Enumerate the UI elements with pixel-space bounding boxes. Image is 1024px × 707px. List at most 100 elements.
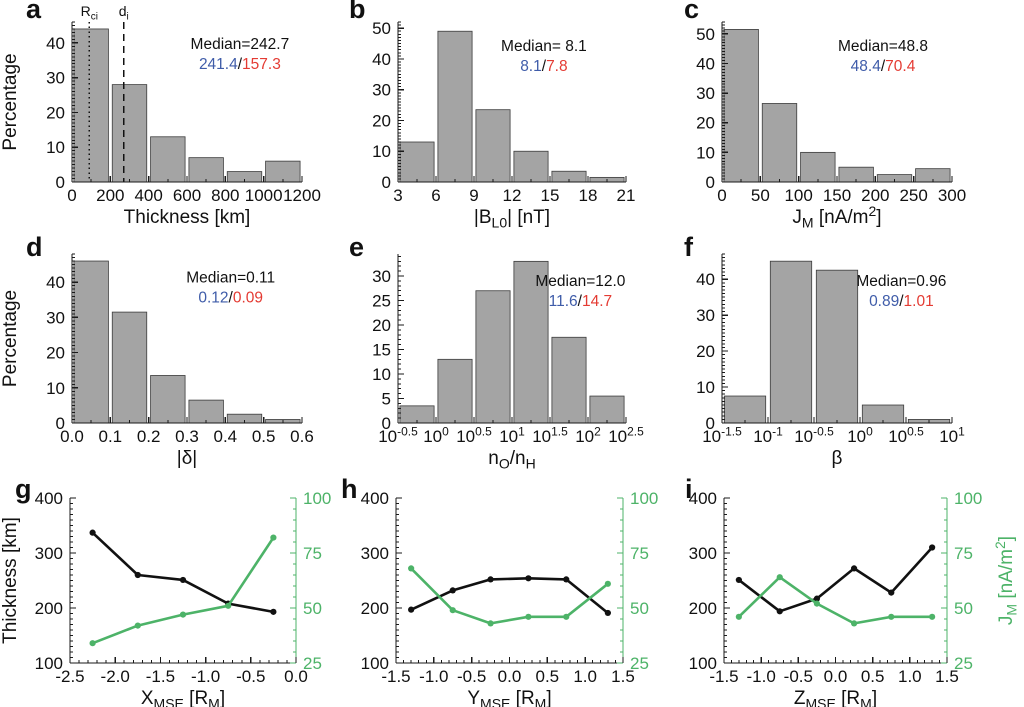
x-tick-label: 0.5 [861, 667, 885, 686]
y-tick-label-left: 100 [361, 654, 389, 673]
x-tick-label: 0 [67, 186, 76, 205]
data-point-left [813, 595, 821, 602]
y-tick-label-right: 50 [954, 599, 973, 618]
y-tick-label: 50 [696, 25, 715, 44]
x-tick-label: 100.5 [888, 425, 924, 446]
x-tick-label: -0.5 [236, 667, 265, 686]
data-point-right [179, 611, 187, 618]
x-tick-label: 1.0 [898, 667, 922, 686]
x-tick-label: 1.5 [611, 667, 635, 686]
y-tick-label: 10 [372, 142, 391, 161]
y-tick-label: 50 [372, 19, 391, 38]
reference-line-label: di [119, 3, 129, 22]
data-point-right [134, 622, 141, 629]
x-tick-label: -2.5 [55, 667, 84, 686]
x-tick-label: 800 [211, 186, 239, 205]
x-axis-title: |δ| [177, 448, 197, 469]
panel-letter-h: h [341, 474, 358, 504]
panel-letter-e: e [349, 232, 364, 262]
panel-b-histogram-bl0: 0 10 20 30 40 50 3 6 9 12 15 18 21 |BL0| [nT] Median= … [349, 0, 636, 230]
median-subgroup-annotation: 8.1/7.8 [520, 58, 567, 75]
y-tick-label: 0 [706, 414, 715, 433]
data-point-left [850, 565, 858, 572]
x-tick-label: 101.5 [532, 425, 568, 446]
y-tick-label: 20 [46, 103, 65, 122]
y-tick-label: 30 [372, 267, 391, 286]
y-tick-label: 40 [46, 273, 65, 292]
data-point-left [179, 576, 187, 584]
x-tick-label: 6 [431, 186, 440, 205]
y-tick-label: 10 [46, 379, 65, 398]
y-tick-label: 25 [372, 292, 391, 311]
x-tick-label: 0.5 [536, 667, 560, 686]
median-subgroup-annotation: 0.12/0.09 [198, 290, 263, 307]
x-axis-title: JM [nA/m2] [792, 203, 881, 230]
y-tick-label-right: 100 [303, 489, 331, 508]
histogram-bar [769, 260, 813, 424]
y-axis-title-left: Thickness [km] [0, 517, 21, 644]
data-point-left [888, 589, 895, 596]
data-point-right [487, 620, 494, 627]
x-tick-label: -0.5 [784, 667, 813, 686]
y-tick-label: 30 [696, 306, 715, 325]
panel-d-histogram-delta: 0 10 20 30 40 0.0 0.1 0.2 0.3 0.4 0.5 0.6 |δ| Percent… [0, 232, 314, 469]
x-tick-label: 3 [393, 186, 402, 205]
x-axis-title: ZMSE [RM] [794, 688, 877, 707]
x-tick-label: 0.6 [290, 427, 314, 446]
y-tick-label: 40 [46, 34, 65, 53]
median-subgroup-annotation: 48.4/70.4 [851, 58, 916, 75]
histogram-bar [551, 336, 587, 424]
histogram-bar [513, 150, 549, 183]
x-tick-label: 150 [823, 186, 851, 205]
x-tick-label: 0.1 [99, 427, 123, 446]
histogram-bars [399, 30, 625, 183]
x-tick-label: -1.5 [146, 667, 175, 686]
histogram-bars [723, 260, 951, 424]
data-point-right [735, 613, 742, 620]
data-point-right [89, 640, 96, 647]
x-tick-label: 0.3 [175, 427, 199, 446]
y-tick-label-left: 400 [361, 489, 389, 508]
x-tick-label: 12 [503, 186, 522, 205]
x-tick-label: 1.5 [935, 667, 959, 686]
histogram-bar [73, 260, 109, 424]
x-tick-label: 10-0.5 [794, 425, 834, 446]
x-tick-label: 101 [939, 425, 965, 446]
y-tick-label-left: 400 [35, 489, 63, 508]
y-tick-label-left: 400 [689, 489, 717, 508]
x-tick-label: 50 [751, 186, 770, 205]
x-axis-title: |BL0| [nT] [474, 207, 550, 230]
y-tick-label: 30 [696, 84, 715, 103]
y-tick-label: 0 [382, 173, 391, 192]
data-point-left [735, 576, 742, 584]
y-tick-label-right: 75 [630, 544, 649, 563]
x-tick-label: 21 [617, 186, 636, 205]
x-axis-title: XMSE [RM] [141, 688, 225, 707]
y-tick-label: 40 [372, 50, 391, 69]
x-tick-label: 100 [847, 425, 873, 446]
x-tick-label: -1.0 [191, 667, 220, 686]
data-point-left [408, 606, 415, 613]
histogram-bar [73, 28, 109, 183]
histogram-bar [111, 84, 148, 183]
median-annotation: Median=48.8 [838, 38, 928, 55]
series-line-right [91, 536, 275, 645]
data-point-right [408, 565, 415, 572]
histogram-bars [73, 28, 301, 183]
x-tick-label: -1.0 [419, 667, 448, 686]
y-tick-label: 20 [372, 316, 391, 335]
panel-letter-f: f [684, 232, 694, 262]
y-tick-label: 10 [696, 143, 715, 162]
y-tick-label: 20 [696, 114, 715, 133]
histogram-bars [73, 260, 301, 424]
data-point-left [487, 576, 494, 583]
median-annotation: Median=0.96 [856, 273, 946, 290]
x-tick-label: 1200 [283, 186, 321, 205]
data-point-left [89, 529, 96, 536]
histogram-bar [475, 290, 511, 424]
x-tick-label: 200 [861, 186, 889, 205]
y-tick-label: 5 [382, 390, 391, 409]
